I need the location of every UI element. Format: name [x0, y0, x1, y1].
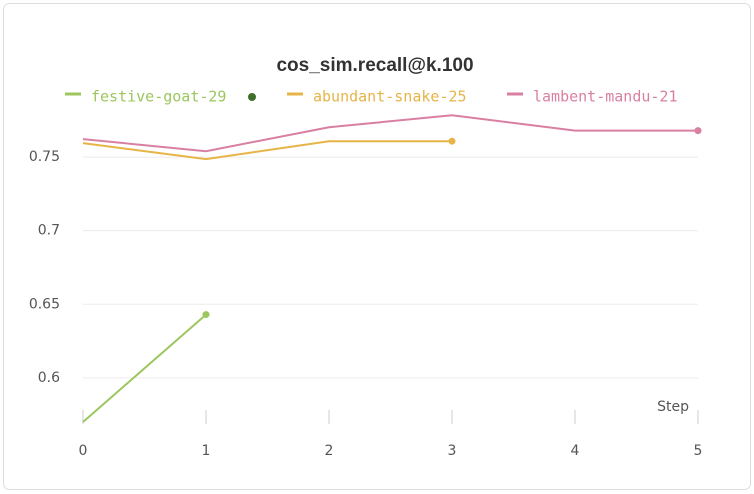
legend-active-dot — [248, 93, 256, 101]
x-tick-label: 0 — [79, 443, 88, 459]
series-line — [82, 140, 452, 161]
x-tick-label: 3 — [448, 443, 457, 459]
series-line — [82, 114, 698, 153]
y-tick-label: 0.7 — [38, 223, 60, 239]
y-tick-label: 0.75 — [29, 149, 60, 165]
card — [3, 3, 751, 490]
chart-title: cos_sim.recall@k.100 — [276, 55, 473, 76]
x-tick-label: 2 — [325, 443, 334, 459]
legend-label: abundant-snake-25 — [313, 88, 467, 106]
x-tick-label: 1 — [202, 443, 211, 459]
y-tick-label: 0.65 — [29, 296, 60, 312]
series-line — [82, 313, 207, 423]
legend-label: lambent-mandu-21 — [533, 88, 678, 106]
end-point — [448, 137, 456, 145]
y-tick-label: 0.6 — [38, 370, 60, 386]
x-tick-label: 4 — [571, 443, 580, 459]
legend-label: festive-goat-29 — [91, 88, 226, 106]
x-tick-label: 5 — [694, 443, 703, 459]
end-point — [202, 311, 210, 319]
end-point — [694, 127, 702, 135]
x-axis-label: Step — [657, 399, 689, 415]
